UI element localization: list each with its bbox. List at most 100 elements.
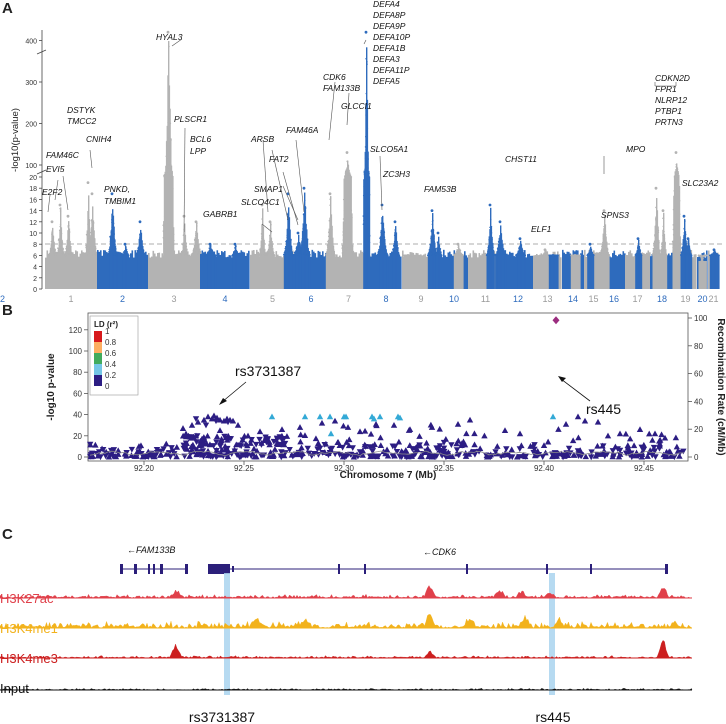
gene-label: PRTN3 [655, 117, 683, 127]
snp-point [594, 418, 602, 425]
snp-point [135, 449, 142, 455]
snp-point [304, 445, 311, 452]
gene-label: SLCO5A1 [370, 144, 409, 154]
snp-point [312, 435, 320, 442]
gene-label: PLSCR1 [174, 114, 207, 124]
chromosome-label: 15 [588, 294, 598, 304]
snp-point [449, 453, 456, 460]
snp-point [258, 440, 265, 446]
snp-point [636, 426, 644, 432]
snp-point [616, 430, 624, 437]
snp-point [471, 441, 478, 448]
snp-point [609, 448, 617, 454]
gene-label: DEFA11P [373, 65, 410, 75]
snp-point [167, 454, 174, 460]
snp-point [205, 453, 213, 459]
snp-point [94, 452, 102, 459]
snp-point [638, 444, 645, 451]
x-tick-label: 92.45 [634, 464, 655, 473]
snp-point [395, 438, 403, 445]
snp-point [202, 422, 210, 429]
chromosome-label: 17 [632, 294, 642, 304]
gene-label: SLC23A2 [682, 178, 719, 188]
y-tick-label: 100 [25, 163, 37, 170]
snp-point [250, 445, 258, 452]
snp-point [210, 443, 217, 449]
snp-point [569, 437, 577, 444]
snp-point [217, 443, 224, 450]
snp-point [604, 432, 612, 439]
chromosome-label: 16 [609, 294, 619, 304]
chromosome-8-points [362, 30, 402, 289]
gene-model-fam133b: ←FAM133B [120, 545, 188, 574]
y-tick-label: 16 [29, 197, 37, 204]
snp-point [574, 413, 582, 420]
snp-point [216, 416, 224, 423]
snp-point [626, 435, 634, 442]
snp-point [453, 447, 461, 453]
regional-axis-ticks: 92.20 92.25 92.30 92.35 92.40 92.45 0 20 40 60 80 1… [69, 314, 708, 473]
snp-point [661, 434, 669, 441]
snp-point [233, 441, 240, 448]
snp-point [445, 451, 452, 458]
snp-point [216, 427, 224, 434]
y-tick-label: 80 [73, 368, 82, 377]
snp-point [316, 413, 324, 420]
snp-point [401, 452, 408, 458]
chromosome-label: 11 [481, 294, 490, 304]
snp-point [278, 440, 285, 447]
snp-point [139, 453, 147, 460]
snp-point [213, 439, 220, 446]
snp-point [594, 442, 601, 449]
highlight-rs445 [549, 573, 555, 695]
ld-legend-title: LD (r²) [94, 320, 118, 329]
chromosome-label: 21 [708, 294, 718, 304]
snp-point [562, 420, 570, 427]
snp-point [241, 432, 248, 439]
snp-point [402, 447, 409, 453]
snp-point [236, 442, 243, 449]
snp-point [297, 431, 304, 438]
snp-point [610, 453, 617, 459]
gene-label: DEFA5 [373, 76, 400, 86]
chromosome-label: 4 [222, 294, 227, 304]
snp-point [597, 451, 604, 457]
snp-point [418, 453, 425, 460]
snp-point [231, 448, 239, 455]
manhattan-points [45, 30, 720, 290]
snp-point [252, 441, 260, 448]
snp-point [192, 416, 200, 423]
y2-tick-label: 40 [694, 397, 703, 406]
snp-point [115, 451, 122, 457]
snp-caption-rs445: rs445 [535, 709, 570, 724]
snp-point [436, 425, 443, 432]
y-tick-label: 18 [29, 186, 37, 193]
snp-point [339, 454, 347, 460]
snp-point [562, 452, 570, 459]
gene-label: GABRB1 [203, 209, 238, 219]
snp-point [227, 436, 235, 442]
snp-point [588, 449, 595, 456]
snp-point [594, 451, 601, 458]
track-signal-2 [0, 640, 693, 659]
snp-point [658, 431, 665, 438]
snp-point [367, 430, 375, 437]
gene-label: DEFA4 [373, 0, 400, 9]
snp-point [361, 441, 368, 448]
snp-point [153, 447, 161, 453]
snp-point [192, 432, 200, 439]
snp-point [151, 453, 159, 460]
snp-point [292, 451, 300, 458]
ld-legend-value: 0.8 [105, 338, 117, 347]
chromosome-label: 10 [449, 294, 459, 304]
snp-point [463, 430, 470, 437]
snp-point [297, 438, 304, 445]
snp-point [288, 451, 296, 458]
x-tick-label: 92.20 [134, 464, 155, 473]
regional-x-label: Chromosome 7 (Mb) [340, 470, 437, 481]
snp-point [298, 444, 305, 451]
y-tick-label: 200 [25, 122, 37, 129]
y-tick-label: 8 [33, 242, 37, 249]
gene-label: E2F2 [42, 187, 63, 197]
snp-point [271, 446, 279, 452]
